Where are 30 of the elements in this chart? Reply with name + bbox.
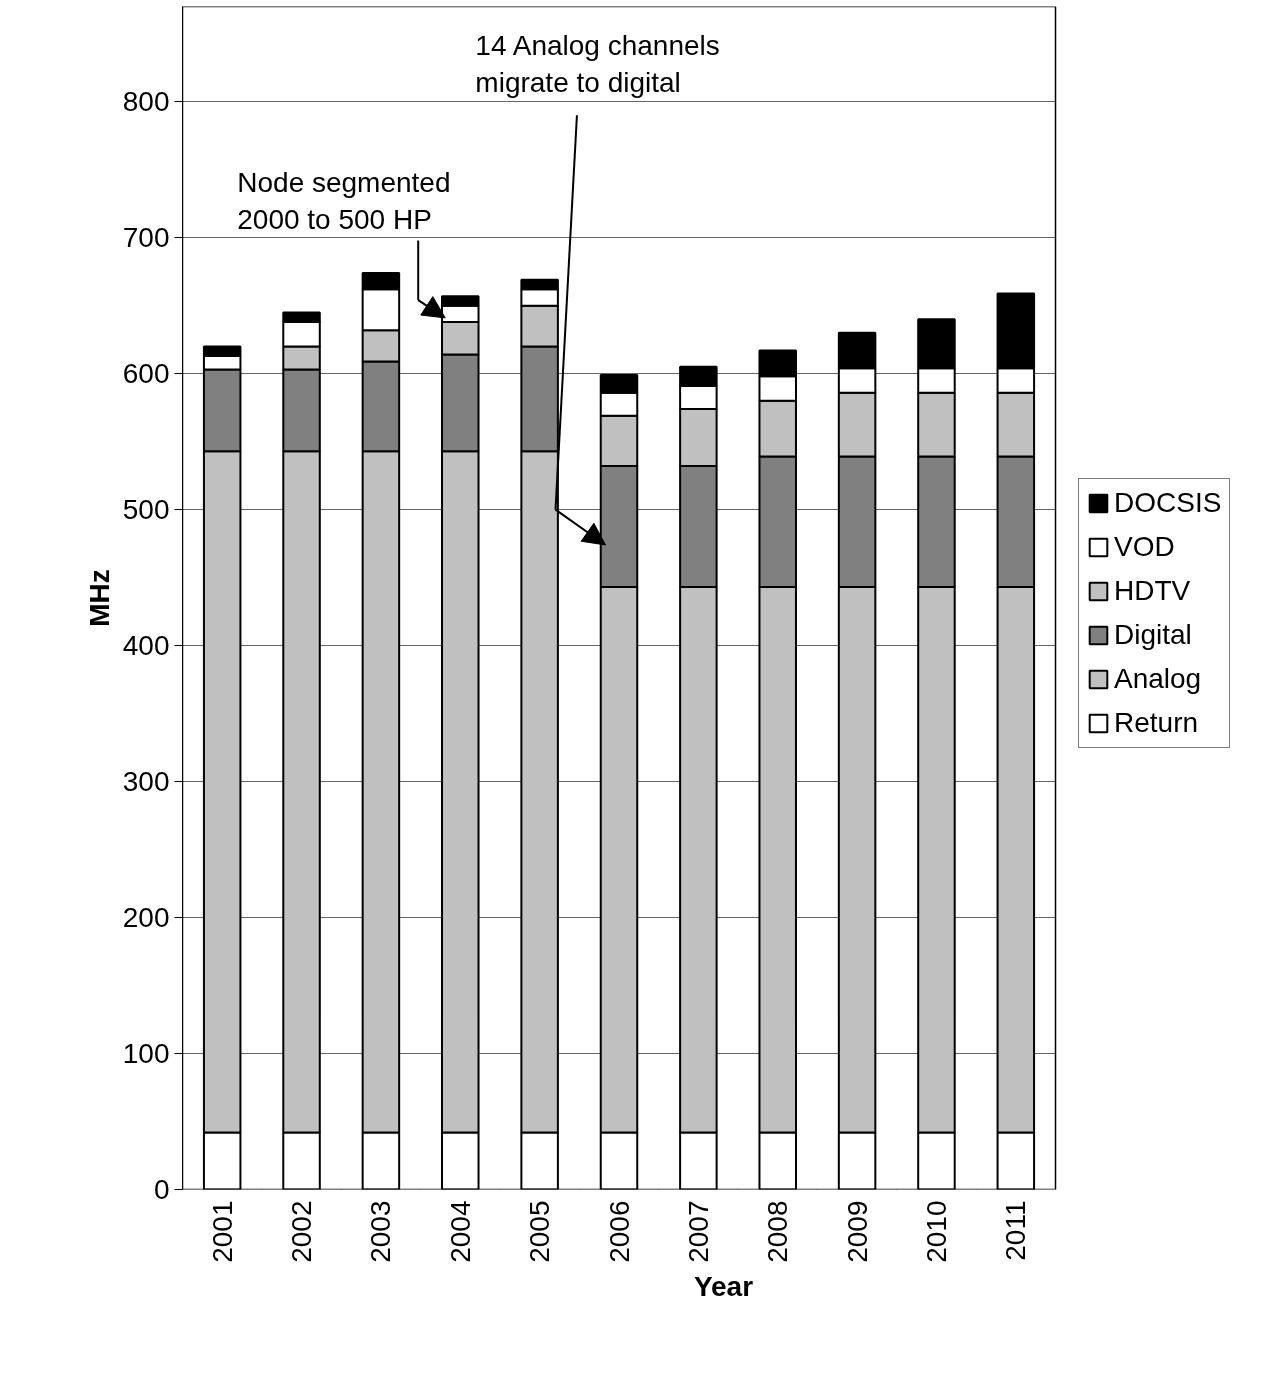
annotation: Node segmented 2000 to 500 HP bbox=[237, 166, 451, 236]
y-tick-label: 400 bbox=[122, 630, 170, 662]
x-tick-label: 2005 bbox=[524, 1200, 556, 1263]
x-axis-title: Year bbox=[693, 1270, 754, 1302]
annotation: 14 Analog channels migrate to digital bbox=[475, 29, 720, 98]
y-tick-label: 700 bbox=[122, 222, 170, 254]
x-tick-label: 2007 bbox=[682, 1200, 714, 1263]
y-tick-label: 300 bbox=[122, 766, 170, 798]
legend-label: VOD bbox=[1114, 531, 1175, 563]
x-tick-label: 2002 bbox=[286, 1200, 318, 1263]
y-tick-label: 500 bbox=[122, 494, 170, 526]
legend-label: Return bbox=[1114, 707, 1199, 739]
x-tick-label: 2001 bbox=[206, 1200, 238, 1263]
x-tick-label: 2010 bbox=[920, 1200, 952, 1263]
legend-label: DOCSIS bbox=[1114, 487, 1222, 519]
x-tick-label: 2003 bbox=[365, 1200, 397, 1263]
x-tick-label: 2008 bbox=[762, 1200, 794, 1263]
y-tick-label: 100 bbox=[122, 1038, 170, 1070]
x-tick-label: 2011 bbox=[1000, 1200, 1032, 1261]
y-tick-label: 0 bbox=[153, 1174, 170, 1205]
x-tick-label: 2006 bbox=[603, 1200, 635, 1263]
y-axis-title: MHz bbox=[83, 569, 115, 627]
legend-label: Digital bbox=[1114, 619, 1192, 651]
y-tick-label: 800 bbox=[122, 86, 170, 118]
x-tick-label: 2009 bbox=[841, 1200, 873, 1263]
legend-label: Analog bbox=[1114, 663, 1202, 695]
legend-label: HDTV bbox=[1114, 575, 1191, 607]
x-tick-label: 2004 bbox=[444, 1200, 476, 1263]
y-tick-label: 600 bbox=[122, 358, 170, 390]
y-tick-label: 200 bbox=[122, 902, 170, 934]
